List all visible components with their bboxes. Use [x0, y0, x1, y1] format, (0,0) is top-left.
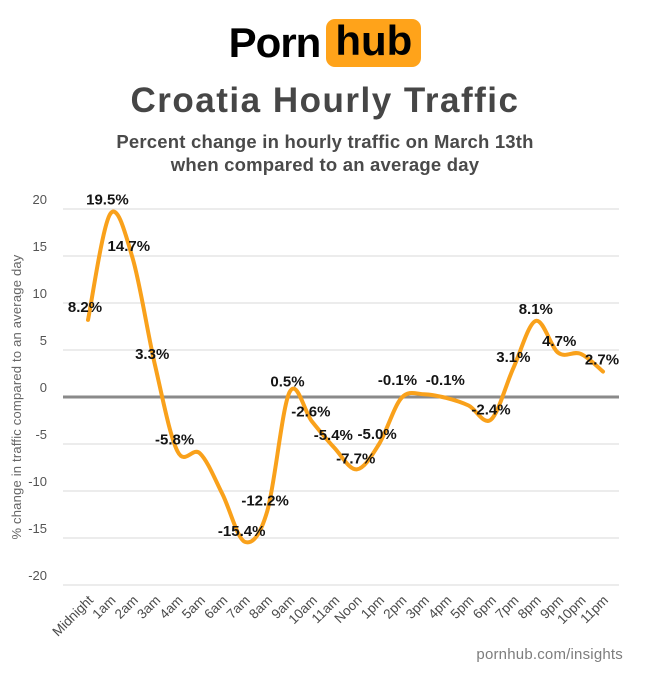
x-axis-tick-label: 4pm — [425, 593, 454, 622]
x-axis-tick-label: 2pm — [380, 593, 409, 622]
y-axis-tick-label: 20 — [33, 192, 47, 207]
subtitle-line-2: when compared to an average day — [170, 154, 480, 176]
y-axis-title: % change in traffic compared to an avera… — [9, 254, 24, 539]
data-point-label: 8.2% — [68, 299, 102, 316]
x-axis-tick-label: 6am — [201, 593, 230, 622]
logo-hub-badge: hub — [326, 18, 422, 68]
data-point-label: -5.4% — [314, 427, 353, 444]
x-axis-tick-label: Midnight — [49, 592, 96, 639]
y-axis-tick-label: 15 — [33, 239, 47, 254]
data-point-label: -7.7% — [336, 450, 375, 467]
x-axis-tick-label: 5pm — [448, 593, 477, 622]
x-axis-tick-label: 3am — [134, 593, 163, 622]
x-axis-tick-label: 4am — [157, 593, 186, 622]
y-axis-tick-label: 0 — [40, 380, 47, 395]
data-point-label: 2.7% — [585, 352, 619, 369]
traffic-line — [86, 209, 605, 545]
data-point-label: 3.1% — [496, 349, 530, 366]
x-axis-tick-label: 5am — [179, 593, 208, 622]
x-axis-tick-label: 3pm — [403, 593, 432, 622]
data-point-label: 3.3% — [135, 346, 169, 363]
footer-url: pornhub.com/insights — [476, 646, 623, 663]
x-axis-tick-label: 1pm — [358, 593, 387, 622]
data-point-label: -2.4% — [471, 402, 510, 419]
y-axis-tick-label: 10 — [33, 286, 47, 301]
data-point-label: -0.1% — [378, 372, 417, 389]
data-point-label: 4.7% — [542, 333, 576, 350]
y-axis-tick-label: 5 — [40, 333, 47, 348]
data-point-label: -2.6% — [291, 403, 330, 420]
chart-area: 20 15 10 5 0 -5 -10 -15 -20 % change in traffic c… — [0, 180, 650, 650]
x-axis-tick-label: 8pm — [515, 593, 544, 622]
y-axis-tick-label: -5 — [35, 427, 47, 442]
x-axis-tick-label: 7am — [224, 593, 253, 622]
data-point-label: -12.2% — [241, 493, 289, 510]
data-point-label: -5.8% — [155, 432, 194, 449]
logo-porn-text: Porn — [228, 19, 322, 66]
x-axis-tick-label: 2am — [112, 593, 141, 622]
data-point-label: 19.5% — [86, 192, 129, 209]
y-axis-tick-label: -10 — [28, 474, 47, 489]
data-point-label: 14.7% — [108, 238, 151, 255]
data-point-label: -0.1% — [426, 372, 465, 389]
y-axis-tick-label: -20 — [28, 568, 47, 583]
page-title: Croatia Hourly Traffic — [130, 81, 520, 120]
data-point-label: -5.0% — [358, 426, 397, 443]
hourly-traffic-line-chart: 20 15 10 5 0 -5 -10 -15 -20 % change in traffic c… — [9, 192, 619, 640]
page-subtitle: Percent change in hourly traffic on Marc… — [0, 130, 650, 177]
x-axis-tick-label: 6pm — [470, 593, 499, 622]
pornhub-logo: Porn hub — [0, 0, 650, 68]
data-point-label: 0.5% — [270, 373, 304, 390]
subtitle-line-1: Percent change in hourly traffic on Marc… — [116, 131, 534, 152]
x-axis-tick-label: 7pm — [492, 593, 521, 622]
x-axis-tick-label: 8am — [246, 593, 275, 622]
data-point-label: 8.1% — [519, 301, 553, 318]
data-point-label: -15.4% — [218, 523, 266, 540]
x-axis-tick-label: 1am — [89, 593, 118, 622]
y-axis-tick-label: -15 — [28, 521, 47, 536]
